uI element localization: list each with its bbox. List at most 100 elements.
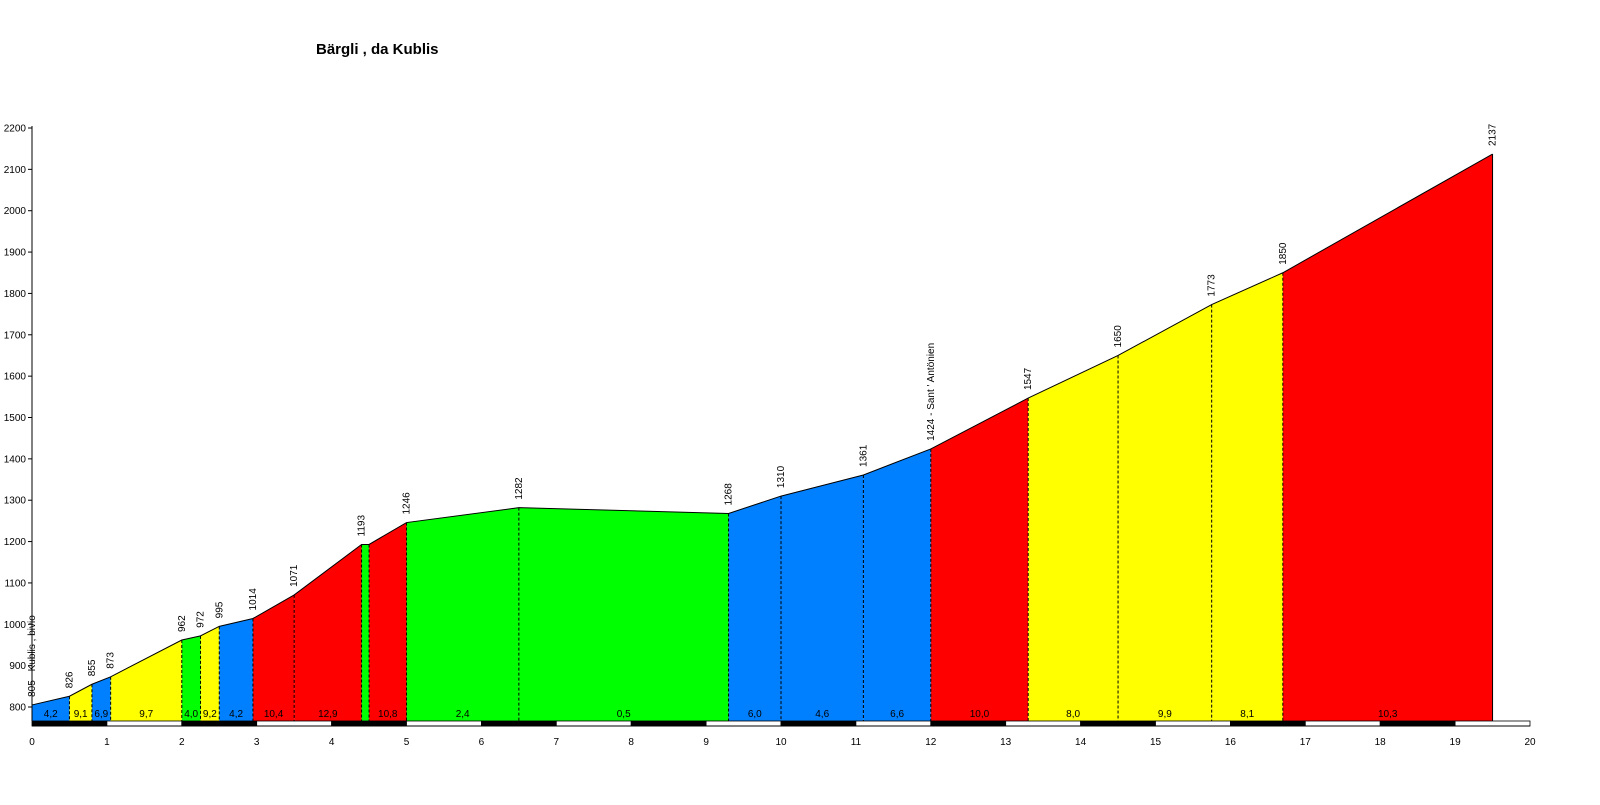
elevation-point-label: 1310 [776, 465, 787, 488]
segment-gradient-label: 9,2 [203, 709, 217, 720]
y-tick-label: 1800 [4, 289, 27, 300]
x-tick-label: 14 [1075, 737, 1087, 748]
x-tick-label: 7 [554, 737, 560, 748]
segment-gradient-label: 9,9 [1158, 709, 1172, 720]
elevation-point-label: 1193 [357, 515, 368, 537]
dividers-layer [68, 154, 1494, 721]
segment-gradient-label: 6,0 [748, 709, 762, 720]
gradient-labels: 4,2 9,1 6,9 9,7 4,0 9,2 4,2 10,4 12,9 10,8 2,4 0,5 6… [44, 709, 1398, 720]
elevation-point-label: 1547 [1023, 367, 1034, 390]
gradient-segment-area [1282, 154, 1493, 721]
chart-title: Bärgli , da Kublis [316, 41, 439, 58]
x-tick-label: 11 [851, 737, 862, 748]
elevation-point-label: 962 [177, 615, 188, 632]
segments-layer [32, 154, 1493, 721]
km-bar-cell [480, 720, 557, 727]
segment-gradient-label: 12,9 [318, 709, 338, 720]
x-tick-label: 19 [1450, 737, 1462, 748]
km-bar-cell [630, 720, 707, 727]
km-bar-cell [705, 720, 782, 727]
segment-gradient-label: 10,3 [1378, 709, 1398, 720]
y-tick-label: 800 [9, 703, 26, 714]
point-labels: 805 - Kublis , bivio 826 855 873 962 972 995 10… [27, 123, 1499, 697]
y-tick-label: 2000 [4, 206, 27, 217]
gradient-segment-area [200, 626, 220, 721]
gradient-segment-area [361, 544, 370, 721]
y-tick-label: 1600 [4, 372, 27, 383]
gradient-segment-area [406, 507, 519, 721]
gradient-segment-area [369, 522, 407, 721]
x-axis: 0 1 2 3 4 5 6 7 8 9 10 11 12 13 14 15 16 17 18 19 20 [29, 725, 1536, 748]
elevation-point-label: 1361 [858, 444, 869, 467]
gradient-segment-area [781, 474, 864, 721]
y-tick-label: 1900 [4, 248, 27, 259]
x-tick-label: 6 [479, 737, 485, 748]
x-tick-label: 20 [1524, 737, 1536, 748]
elevation-point-label: 826 [64, 671, 75, 688]
segment-gradient-label: 6,6 [890, 709, 904, 720]
y-tick-label: 1700 [4, 330, 27, 341]
segment-gradient-label: 4,2 [229, 709, 243, 720]
segment-gradient-label: 10,4 [264, 709, 284, 720]
elevation-point-label: 1071 [289, 564, 300, 587]
segment-gradient-label: 9,1 [74, 709, 88, 720]
y-tick-label: 900 [9, 661, 26, 672]
km-bar-cell [406, 720, 482, 727]
y-tick-label: 2100 [4, 165, 27, 176]
x-tick-label: 15 [1150, 737, 1162, 748]
gradient-segment-area [219, 618, 253, 721]
km-bar-cell [780, 720, 857, 727]
x-tick-label: 17 [1300, 737, 1312, 748]
gradient-segment-area [728, 496, 781, 721]
gradient-segment-area [863, 448, 931, 721]
gradient-segment-area [32, 696, 70, 721]
x-tick-label: 5 [404, 737, 410, 748]
elevation-point-label: 1850 [1278, 242, 1289, 265]
gradient-segment-area [252, 594, 295, 721]
gradient-segment-area [1211, 272, 1283, 721]
segment-gradient-label: 4,2 [44, 709, 58, 720]
gradient-segment-area [110, 640, 182, 721]
elevation-point-label: 1424 - Sant ' Antönien [926, 343, 937, 441]
km-bar-cell [1230, 720, 1306, 727]
y-axis: 800 900 1000 1100 1200 1300 1400 1500 1600 1700 18… [4, 124, 33, 721]
y-tick-label: 1200 [4, 537, 27, 548]
segment-gradient-label: 10,8 [378, 709, 398, 720]
elevation-point-label: 1014 [248, 588, 259, 611]
elevation-point-label: 1650 [1113, 325, 1124, 348]
elevation-point-label: 995 [214, 601, 225, 618]
y-tick-label: 1300 [4, 496, 27, 507]
x-tick-label: 18 [1375, 737, 1387, 748]
segment-gradient-label: 8,1 [1240, 709, 1254, 720]
segment-gradient-label: 6,9 [94, 709, 108, 720]
x-tick-label: 4 [329, 737, 335, 748]
gradient-segment-area [1028, 355, 1119, 721]
gradient-segment-area [91, 676, 111, 721]
km-bar-cell [31, 720, 108, 727]
y-tick-label: 1100 [4, 578, 26, 589]
x-tick-label: 3 [254, 737, 260, 748]
gradient-segment-area [930, 398, 1029, 721]
profile-outline [31, 153, 1493, 706]
y-tick-label: 2200 [4, 124, 27, 135]
x-tick-label: 0 [29, 737, 35, 748]
x-tick-label: 8 [628, 737, 634, 748]
segment-gradient-label: 0,5 [617, 709, 631, 720]
x-tick-label: 12 [925, 737, 937, 748]
km-bar-cell [1005, 720, 1082, 727]
km-bar-cell [1155, 720, 1231, 727]
y-tick-label: 1400 [4, 454, 27, 465]
gradient-segment-area [1118, 304, 1212, 721]
km-bar-cell [1304, 720, 1381, 727]
elevation-point-label: 1268 [724, 483, 735, 506]
km-bar-cell [256, 720, 333, 727]
gradient-segment-area [518, 507, 729, 721]
segment-gradient-label: 8,0 [1066, 709, 1080, 720]
elevation-point-label: 873 [106, 652, 117, 669]
elevation-point-label: 2137 [1488, 123, 1499, 146]
km-scale-bar [31, 720, 1531, 727]
km-bar-cell [930, 720, 1007, 727]
elevation-point-label: 805 - Kublis , bivio [27, 615, 38, 697]
x-tick-label: 10 [775, 737, 787, 748]
km-bar-cell [555, 720, 632, 727]
